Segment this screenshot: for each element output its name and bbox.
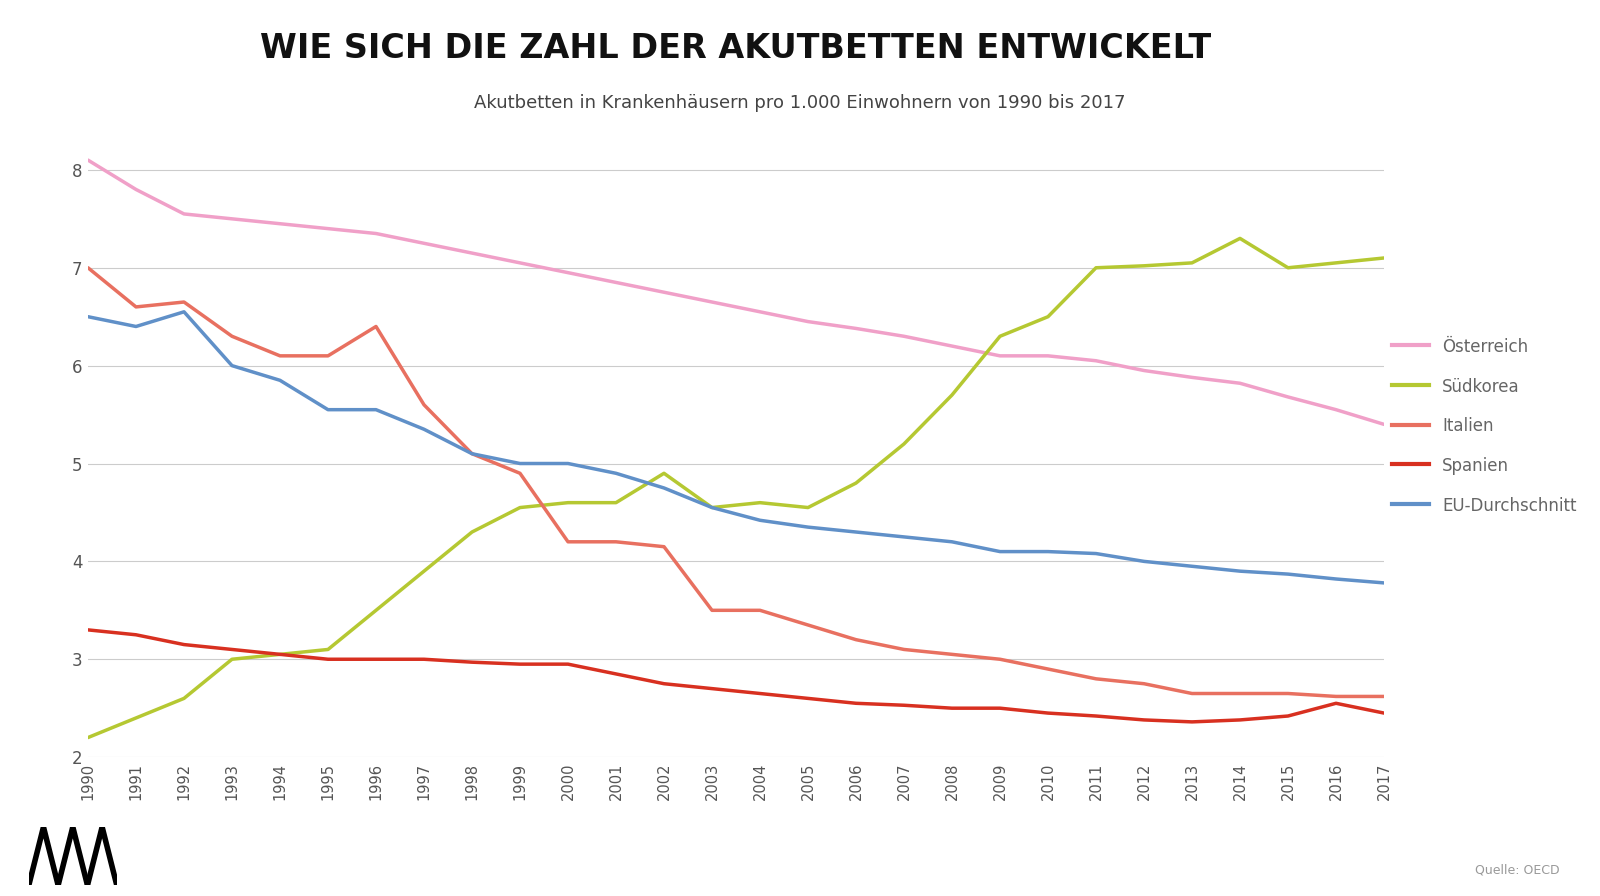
Legend: Österreich, Südkorea, Italien, Spanien, EU-Durchschnitt: Österreich, Südkorea, Italien, Spanien, … — [1392, 338, 1576, 514]
Text: Akutbetten in Krankenhäusern pro 1.000 Einwohnern von 1990 bis 2017: Akutbetten in Krankenhäusern pro 1.000 E… — [474, 94, 1126, 112]
Text: Quelle: OECD: Quelle: OECD — [1475, 863, 1560, 876]
Title: WIE SICH DIE ZAHL DER AKUTBETTEN ENTWICKELT: WIE SICH DIE ZAHL DER AKUTBETTEN ENTWICK… — [261, 32, 1211, 65]
